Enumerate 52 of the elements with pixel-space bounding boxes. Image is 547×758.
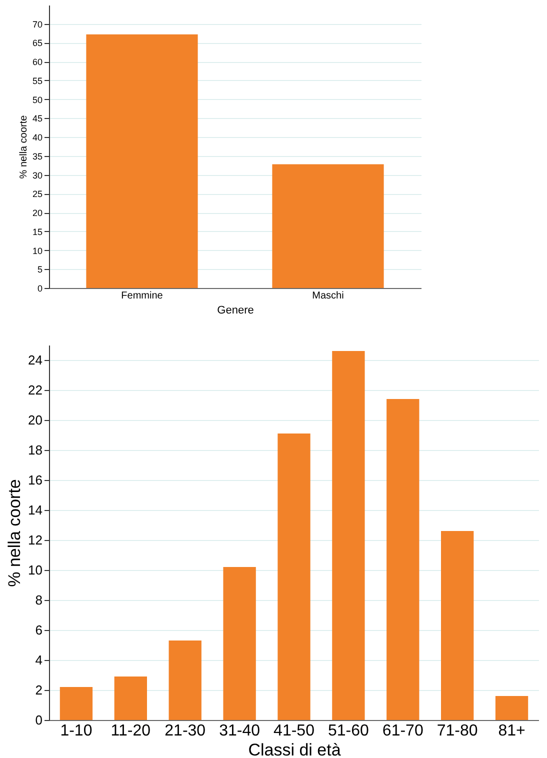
x-tick-label: 1-10: [60, 722, 92, 740]
y-tick-label: 30: [32, 170, 42, 180]
y-tick-label: 50: [32, 94, 42, 105]
bar: [114, 676, 147, 720]
x-tick-label: 81+: [498, 722, 526, 740]
y-tick-label: 8: [35, 592, 42, 608]
x-axis-title: Genere: [217, 304, 254, 316]
y-tick-label: 12: [28, 532, 42, 548]
y-tick-label: 2: [35, 682, 42, 698]
bar: [441, 531, 474, 720]
y-tick-label: 45: [32, 114, 42, 124]
y-tick-label: 60: [32, 57, 42, 68]
x-tick-label: 61-70: [382, 722, 424, 740]
x-tick-label: Femmine: [121, 290, 164, 302]
y-tick-label: 6: [35, 622, 42, 638]
x-tick-label: 71-80: [436, 722, 478, 740]
y-tick-label: 55: [32, 76, 42, 86]
bar: [332, 351, 365, 720]
y-tick-label: 70: [32, 19, 42, 30]
y-tick-label: 65: [32, 38, 42, 48]
bar: [495, 696, 528, 720]
y-tick-label: 25: [32, 189, 42, 200]
y-tick-label: 24: [28, 352, 42, 368]
y-tick-label: 10: [28, 562, 42, 578]
x-tick-label: 51-60: [328, 722, 370, 740]
y-tick-label: 20: [28, 412, 42, 428]
y-tick-label: 0: [35, 712, 42, 728]
x-tick-label: 21-30: [164, 722, 206, 740]
x-axis-title: Classi di età: [248, 740, 342, 758]
y-tick-label: 5: [37, 264, 42, 275]
y-tick-label: 14: [28, 502, 42, 518]
y-tick-label: 22: [28, 382, 42, 398]
bar: [223, 567, 256, 720]
y-tick-label: 35: [32, 151, 42, 162]
y-tick-label: 15: [32, 226, 42, 237]
x-tick-label: 11-20: [110, 722, 151, 740]
bar: [168, 640, 202, 720]
x-tick-label: 41-50: [274, 722, 315, 740]
y-tick-label: 4: [35, 652, 42, 668]
y-tick-label: 20: [32, 208, 42, 218]
x-tick-label: 31-40: [219, 722, 260, 740]
y-tick-label: 10: [32, 246, 42, 256]
bar: [278, 434, 310, 720]
y-tick-label: 0: [37, 284, 42, 294]
y-tick-label: 18: [28, 442, 42, 458]
bar: [60, 687, 93, 720]
y-tick-label: 40: [32, 132, 42, 143]
y-axis-title: % nella coorte: [18, 114, 30, 179]
y-axis-title: % nella coorte: [5, 479, 24, 587]
y-tick-label: 16: [28, 472, 42, 488]
bar: [386, 399, 420, 720]
x-tick-label: Maschi: [312, 290, 344, 302]
